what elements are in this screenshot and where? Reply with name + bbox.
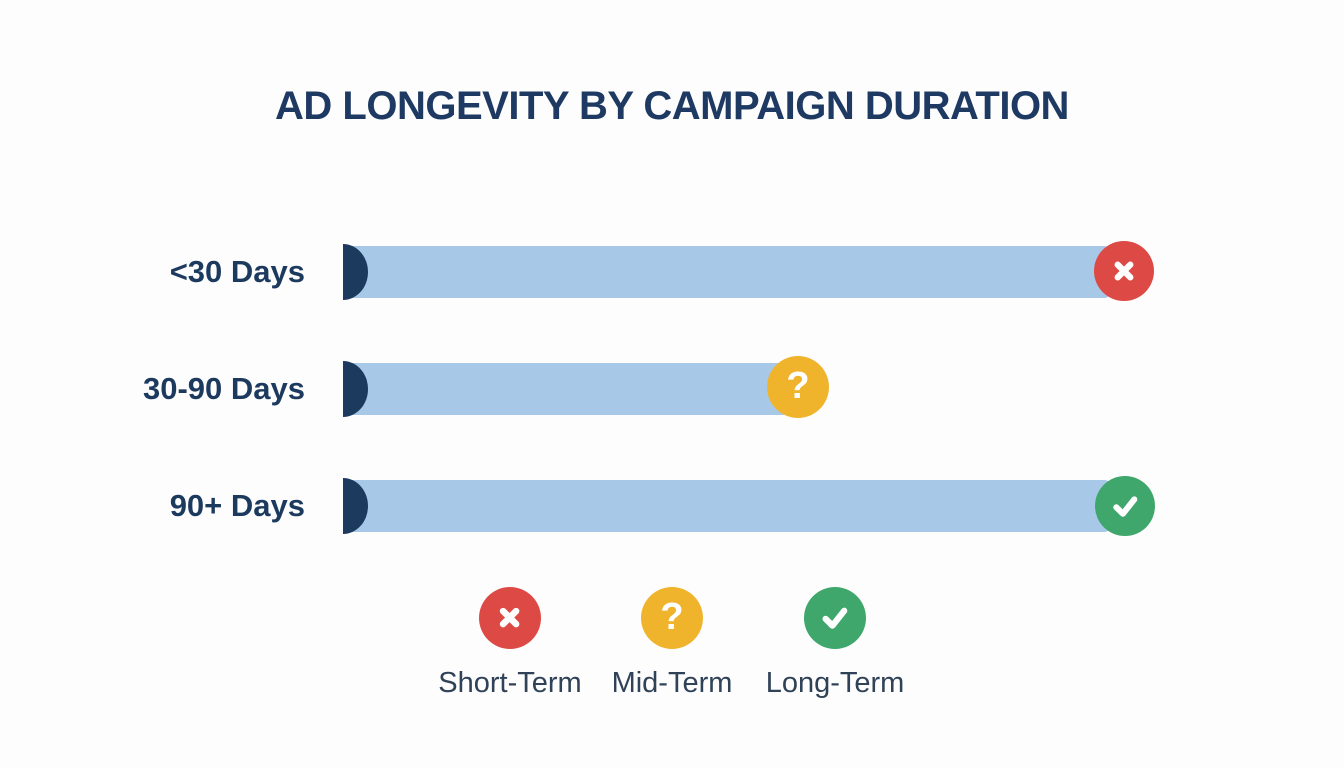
check-circle-icon [804,587,866,649]
x-circle-icon [1094,241,1154,301]
legend-label: Mid-Term [611,667,733,699]
question-circle-icon: ? [767,356,829,418]
question-glyph: ? [786,365,810,407]
bar-row-30-90-days: 30-90 Days ? [0,356,1344,418]
question-circle-icon: ? [641,587,703,649]
chart-title: AD LONGEVITY BY CAMPAIGN DURATION [275,84,1069,128]
category-label: 90+ Days [169,488,305,523]
x-circle-icon [479,587,541,649]
legend-label: Short-Term [438,667,582,699]
question-glyph: ? [660,596,684,638]
legend-label: Long-Term [765,667,905,699]
bar-row-under-30-days: <30 Days [0,241,1344,301]
legend-item-short-term: Short-Term [410,587,610,700]
check-circle-icon [1095,476,1155,536]
category-label: 30-90 Days [142,371,305,406]
legend-item-long-term: Long-Term [735,587,935,700]
category-label: <30 Days [169,254,305,289]
bar [343,478,1112,534]
legend-item-mid-term: ? Mid-Term [572,587,772,700]
bar-row-90-plus-days: 90+ Days [0,476,1344,536]
bar [343,361,790,417]
bar [343,244,1112,300]
